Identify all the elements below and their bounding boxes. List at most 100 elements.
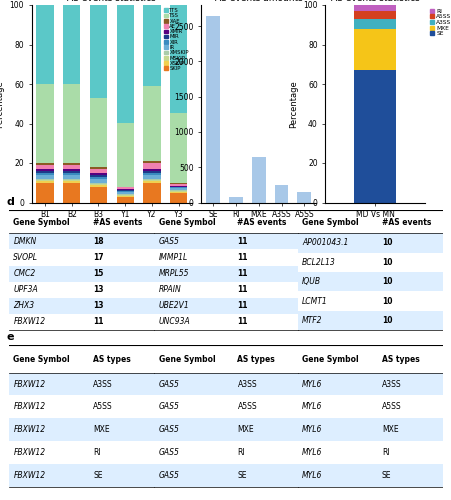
Bar — [354, 28, 395, 70]
Text: 10: 10 — [381, 296, 391, 306]
Bar — [143, 173, 160, 175]
Text: MXE: MXE — [93, 426, 110, 434]
Text: #AS events: #AS events — [93, 218, 143, 226]
Bar — [36, 165, 54, 169]
Text: UBE2V1: UBE2V1 — [158, 302, 189, 310]
Bar — [36, 180, 54, 181]
Text: 11: 11 — [237, 237, 248, 246]
FancyBboxPatch shape — [297, 310, 442, 330]
Text: SVOPL: SVOPL — [14, 253, 38, 262]
Text: RI: RI — [381, 448, 389, 457]
Text: 11: 11 — [237, 318, 248, 326]
Text: RPAIN: RPAIN — [158, 285, 181, 294]
Bar — [170, 192, 187, 202]
Bar — [143, 179, 160, 180]
Text: A5SS: A5SS — [237, 402, 257, 411]
Text: e: e — [7, 332, 14, 342]
Text: UPF3A: UPF3A — [14, 285, 38, 294]
Text: #AS events: #AS events — [381, 218, 430, 226]
Bar — [170, 184, 187, 186]
Text: SE: SE — [93, 471, 103, 480]
Bar — [170, 190, 187, 191]
Text: 11: 11 — [237, 302, 248, 310]
Text: CMC2: CMC2 — [14, 269, 36, 278]
FancyBboxPatch shape — [9, 266, 154, 281]
Text: ZHX3: ZHX3 — [14, 302, 34, 310]
Text: GAS5: GAS5 — [158, 426, 179, 434]
Bar — [63, 171, 80, 173]
Bar — [63, 163, 80, 165]
Text: FBXW12: FBXW12 — [14, 448, 46, 457]
Text: AS types: AS types — [381, 355, 419, 364]
Bar — [143, 169, 160, 171]
Bar — [116, 5, 133, 124]
Y-axis label: Percentage: Percentage — [0, 80, 4, 128]
FancyBboxPatch shape — [154, 418, 297, 442]
Bar — [170, 188, 187, 190]
Text: MYL6: MYL6 — [301, 380, 322, 388]
Title: AS events statistics: AS events statistics — [67, 0, 156, 3]
Bar — [63, 179, 80, 180]
Text: LCMT1: LCMT1 — [301, 296, 327, 306]
Text: A3SS: A3SS — [93, 380, 113, 388]
FancyBboxPatch shape — [9, 234, 154, 250]
Bar — [36, 5, 54, 84]
Bar — [90, 169, 107, 173]
Text: A3SS: A3SS — [381, 380, 400, 388]
Bar — [90, 179, 107, 182]
Bar — [90, 182, 107, 184]
Text: d: d — [7, 198, 14, 207]
Bar — [90, 175, 107, 177]
Bar — [36, 84, 54, 163]
Bar — [354, 5, 395, 11]
Text: MYL6: MYL6 — [301, 426, 322, 434]
Bar — [36, 169, 54, 171]
Text: A3SS: A3SS — [237, 380, 257, 388]
Bar — [170, 5, 187, 114]
Text: GAS5: GAS5 — [158, 237, 179, 246]
FancyBboxPatch shape — [9, 298, 154, 314]
Bar — [274, 185, 288, 202]
Bar — [143, 161, 160, 163]
FancyBboxPatch shape — [9, 464, 154, 487]
FancyBboxPatch shape — [297, 272, 442, 291]
Text: A5SS: A5SS — [93, 402, 113, 411]
Text: FBXW12: FBXW12 — [14, 426, 46, 434]
Bar — [143, 175, 160, 179]
Text: 17: 17 — [93, 253, 104, 262]
Text: MYL6: MYL6 — [301, 402, 322, 411]
Text: FBXW12: FBXW12 — [14, 471, 46, 480]
Bar — [116, 194, 133, 195]
Bar — [63, 175, 80, 179]
Bar — [36, 163, 54, 165]
Bar — [116, 186, 133, 188]
Legend: RI, A5SS, A3SS, MXE, SE: RI, A5SS, A3SS, MXE, SE — [429, 8, 451, 37]
Bar — [63, 165, 80, 169]
Text: Gene Symbol: Gene Symbol — [301, 218, 358, 226]
Text: Gene Symbol: Gene Symbol — [158, 218, 215, 226]
Bar — [116, 124, 133, 186]
Bar — [63, 182, 80, 203]
Bar — [90, 184, 107, 186]
Bar — [170, 186, 187, 188]
FancyBboxPatch shape — [297, 372, 442, 396]
Bar — [90, 173, 107, 175]
Text: FBXW12: FBXW12 — [14, 380, 46, 388]
Text: Gene Symbol: Gene Symbol — [158, 355, 215, 364]
FancyBboxPatch shape — [154, 298, 297, 314]
Text: SE: SE — [237, 471, 246, 480]
Bar — [63, 84, 80, 163]
Text: 13: 13 — [93, 285, 104, 294]
Text: 11: 11 — [237, 269, 248, 278]
Bar — [36, 181, 54, 182]
Title: AS events amounts: AS events amounts — [214, 0, 302, 3]
Text: IQUB: IQUB — [301, 277, 320, 286]
Bar — [36, 171, 54, 173]
Bar — [206, 16, 220, 202]
FancyBboxPatch shape — [154, 464, 297, 487]
Bar — [36, 173, 54, 175]
FancyBboxPatch shape — [154, 266, 297, 281]
FancyBboxPatch shape — [154, 234, 297, 250]
Text: GAS5: GAS5 — [158, 402, 179, 411]
Title: AS events statistics: AS events statistics — [330, 0, 419, 3]
